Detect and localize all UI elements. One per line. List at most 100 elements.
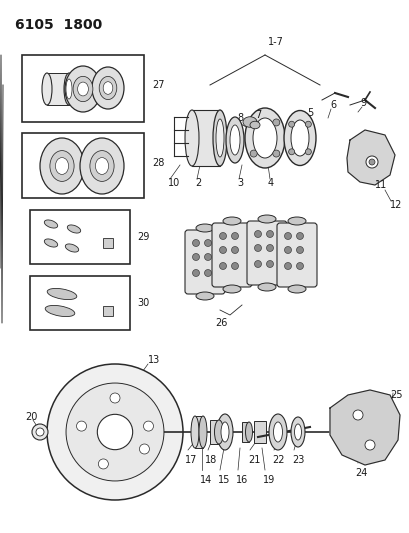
Text: 12: 12 (389, 200, 401, 210)
Ellipse shape (65, 244, 79, 252)
Ellipse shape (287, 217, 305, 225)
FancyBboxPatch shape (246, 221, 286, 285)
Circle shape (296, 232, 303, 239)
Ellipse shape (225, 117, 243, 163)
Text: 20: 20 (25, 412, 37, 422)
Circle shape (272, 150, 279, 157)
Bar (47, 73, 69, 105)
Text: 7: 7 (254, 110, 261, 120)
Ellipse shape (290, 417, 304, 447)
Text: 21: 21 (247, 455, 260, 465)
Circle shape (204, 239, 211, 246)
Ellipse shape (90, 151, 114, 181)
Ellipse shape (198, 416, 207, 448)
Text: 6105  1800: 6105 1800 (15, 18, 102, 32)
Polygon shape (346, 130, 394, 185)
Ellipse shape (65, 66, 101, 112)
Text: 5: 5 (306, 108, 312, 118)
Circle shape (365, 156, 377, 168)
Circle shape (97, 414, 133, 450)
Text: 15: 15 (218, 475, 230, 485)
Circle shape (32, 424, 48, 440)
Ellipse shape (73, 76, 93, 102)
Circle shape (364, 440, 374, 450)
Ellipse shape (44, 220, 58, 228)
Text: 27: 27 (152, 80, 164, 90)
Circle shape (219, 232, 226, 239)
Bar (195, 416, 202, 448)
Ellipse shape (99, 76, 117, 100)
Ellipse shape (66, 79, 72, 99)
Circle shape (254, 245, 261, 252)
Text: 14: 14 (200, 475, 212, 485)
Ellipse shape (191, 416, 198, 448)
Circle shape (296, 246, 303, 254)
Text: 9: 9 (359, 98, 365, 108)
Ellipse shape (222, 217, 240, 225)
Circle shape (266, 261, 273, 268)
Circle shape (254, 230, 261, 238)
Text: 18: 18 (204, 455, 217, 465)
Ellipse shape (213, 110, 227, 166)
Bar (191, 110, 220, 166)
Ellipse shape (229, 125, 239, 155)
Circle shape (284, 232, 291, 239)
Ellipse shape (44, 239, 58, 247)
Circle shape (249, 150, 256, 157)
Circle shape (266, 245, 273, 252)
Bar (103, 238, 113, 248)
Ellipse shape (216, 414, 232, 450)
Circle shape (368, 159, 374, 165)
Ellipse shape (45, 305, 74, 317)
Circle shape (192, 270, 199, 277)
Circle shape (288, 121, 294, 127)
Circle shape (272, 119, 279, 126)
FancyBboxPatch shape (276, 223, 316, 287)
Ellipse shape (67, 225, 81, 233)
Text: 17: 17 (184, 455, 197, 465)
Circle shape (352, 410, 362, 420)
FancyBboxPatch shape (211, 223, 252, 287)
Circle shape (305, 121, 310, 127)
Ellipse shape (184, 110, 198, 166)
Polygon shape (329, 390, 399, 465)
Ellipse shape (294, 424, 301, 440)
Bar (22, 55, 144, 122)
Ellipse shape (243, 117, 256, 127)
Bar (30, 210, 130, 264)
Ellipse shape (95, 158, 108, 174)
Circle shape (266, 230, 273, 238)
Circle shape (204, 254, 211, 261)
Circle shape (231, 262, 238, 270)
Circle shape (284, 246, 291, 254)
Circle shape (192, 254, 199, 261)
Circle shape (219, 246, 226, 254)
Circle shape (143, 421, 153, 431)
Ellipse shape (268, 414, 286, 450)
Circle shape (284, 262, 291, 270)
Ellipse shape (196, 224, 213, 232)
Circle shape (139, 444, 149, 454)
Ellipse shape (257, 215, 275, 223)
Bar (241, 422, 248, 442)
Ellipse shape (252, 118, 276, 158)
Ellipse shape (196, 292, 213, 300)
Bar (103, 306, 113, 316)
Ellipse shape (257, 283, 275, 291)
Text: 10: 10 (168, 178, 180, 188)
Ellipse shape (216, 119, 223, 157)
Ellipse shape (77, 82, 88, 96)
Ellipse shape (245, 108, 284, 168)
Bar (30, 276, 130, 330)
Circle shape (254, 261, 261, 268)
Circle shape (288, 149, 294, 155)
Text: 25: 25 (389, 390, 402, 400)
Circle shape (296, 262, 303, 270)
Ellipse shape (220, 422, 229, 442)
Text: 4: 4 (267, 178, 274, 188)
Text: 19: 19 (262, 475, 274, 485)
Ellipse shape (50, 151, 74, 181)
Text: 24: 24 (354, 468, 366, 478)
Ellipse shape (214, 420, 223, 444)
Ellipse shape (55, 158, 68, 174)
